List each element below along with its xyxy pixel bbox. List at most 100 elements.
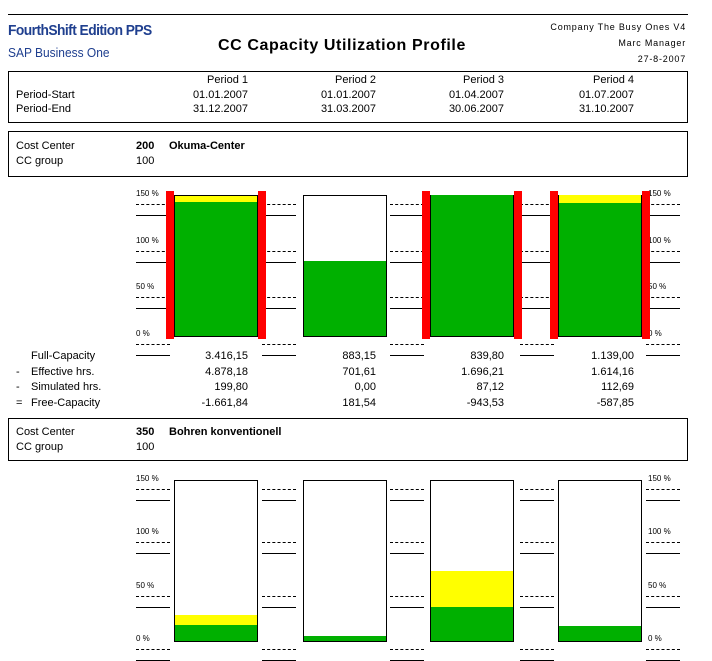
metric-label-effective: Effective hrs. [31, 366, 95, 378]
grid-line [390, 308, 424, 310]
grid-line [136, 215, 170, 216]
grid-line [390, 553, 424, 555]
axis-label-left: 0 % [136, 634, 150, 643]
bar-effective-hrs [559, 626, 641, 641]
bar-simulated-hrs [175, 196, 257, 202]
capacity-bar [558, 480, 642, 642]
grid-dash [136, 250, 170, 252]
grid-line [520, 261, 554, 263]
grid-line [262, 355, 296, 356]
period-start-label: Period-Start [16, 89, 75, 101]
grid-dash [136, 649, 170, 650]
grid-line [262, 261, 296, 263]
grid-dash [646, 344, 680, 345]
capacity-chart-2: 150 % 150 % 100 % 100 % 50 % 50 % 0 % 0 % [136, 474, 680, 661]
grid-line [520, 308, 554, 310]
cc-group-label: CC group [16, 441, 64, 453]
bar-simulated-hrs [431, 570, 513, 607]
period-3-end: 30.06.2007 [448, 103, 504, 115]
grid-dash [390, 489, 424, 490]
overload-marker [166, 191, 174, 339]
capacity-chart-1: 150 % 150 % 100 % 100 % 50 % 50 % 0 % 0 % [136, 189, 680, 356]
metric-value: 1.614,16 [591, 366, 634, 378]
grid-line [136, 261, 170, 263]
grid-dash [262, 649, 296, 650]
grid-line [646, 500, 680, 501]
grid-line [390, 261, 424, 263]
grid-line [646, 308, 680, 310]
grid-line [520, 606, 554, 608]
axis-label-left: 100 % [136, 527, 159, 537]
period-4-end: 31.10.2007 [578, 103, 634, 115]
axis-label-right: 150 % [648, 474, 671, 483]
grid-line [136, 606, 170, 608]
metric-value: 3.416,15 [205, 350, 248, 362]
grid-dash [520, 595, 554, 597]
grid-line [646, 355, 680, 356]
bar-simulated-hrs [175, 615, 257, 626]
cc-group-label: CC group [16, 155, 64, 167]
bar-effective-hrs [175, 201, 257, 336]
cost-center-box-2 [8, 418, 688, 461]
grid-dash [262, 489, 296, 490]
user-name: Marc Manager [618, 38, 686, 48]
grid-dash [390, 204, 424, 205]
grid-dash [646, 250, 680, 252]
grid-dash [646, 489, 680, 490]
report-date: 27-8-2007 [637, 54, 686, 64]
grid-dash [520, 542, 554, 544]
grid-dash [646, 542, 680, 544]
period-1-start: 01.01.2007 [192, 89, 248, 101]
period-4-start: 01.07.2007 [578, 89, 634, 101]
period-box [8, 71, 688, 123]
axis-label-right: 150 % [648, 189, 671, 198]
cc-group-value: 100 [136, 155, 155, 167]
metric-label-simulated: Simulated hrs. [31, 381, 102, 393]
period-3-start: 01.04.2007 [448, 89, 504, 101]
grid-dash [262, 250, 296, 252]
grid-dash [520, 297, 554, 299]
cost-center-box-1 [8, 131, 688, 177]
grid-line [390, 355, 424, 356]
grid-dash [262, 344, 296, 345]
metric-label-full-capacity: Full-Capacity [31, 350, 96, 362]
metric-value: 199,80 [214, 381, 248, 393]
axis-label-left: 150 % [136, 189, 159, 198]
grid-line [646, 553, 680, 555]
grid-dash [136, 297, 170, 299]
grid-dash [136, 489, 170, 490]
axis-label-left: 50 % [136, 282, 155, 292]
overload-marker [642, 191, 650, 339]
metric-value: -943,53 [466, 397, 504, 409]
grid-line [520, 500, 554, 501]
overload-marker [422, 191, 430, 339]
overload-marker [258, 191, 266, 339]
grid-line [262, 553, 296, 555]
logo-subtitle: SAP Business One [8, 45, 110, 60]
grid-line [520, 553, 554, 555]
period-2-name: Period 2 [335, 74, 376, 86]
grid-line [390, 606, 424, 608]
header-rule [8, 14, 688, 15]
axis-label-left: 0 % [136, 329, 150, 338]
metric-value: 87,12 [476, 381, 504, 393]
period-4-name: Period 4 [593, 74, 634, 86]
grid-dash [390, 250, 424, 252]
grid-dash [390, 297, 424, 299]
metric-prefix: - [16, 366, 20, 378]
metric-value: 1.696,21 [461, 366, 504, 378]
grid-dash [520, 489, 554, 490]
grid-dash [520, 250, 554, 252]
grid-dash [646, 595, 680, 597]
metric-value: 883,15 [342, 350, 376, 362]
metric-value: 4.878,18 [205, 366, 248, 378]
cost-center-name: Bohren konventionell [169, 426, 282, 438]
grid-dash [262, 297, 296, 299]
grid-line [136, 308, 170, 310]
cc-group-value: 100 [136, 441, 155, 453]
grid-dash [262, 595, 296, 597]
metric-value: 839,80 [470, 350, 504, 362]
grid-line [136, 553, 170, 555]
grid-dash [646, 297, 680, 299]
grid-dash [390, 649, 424, 650]
